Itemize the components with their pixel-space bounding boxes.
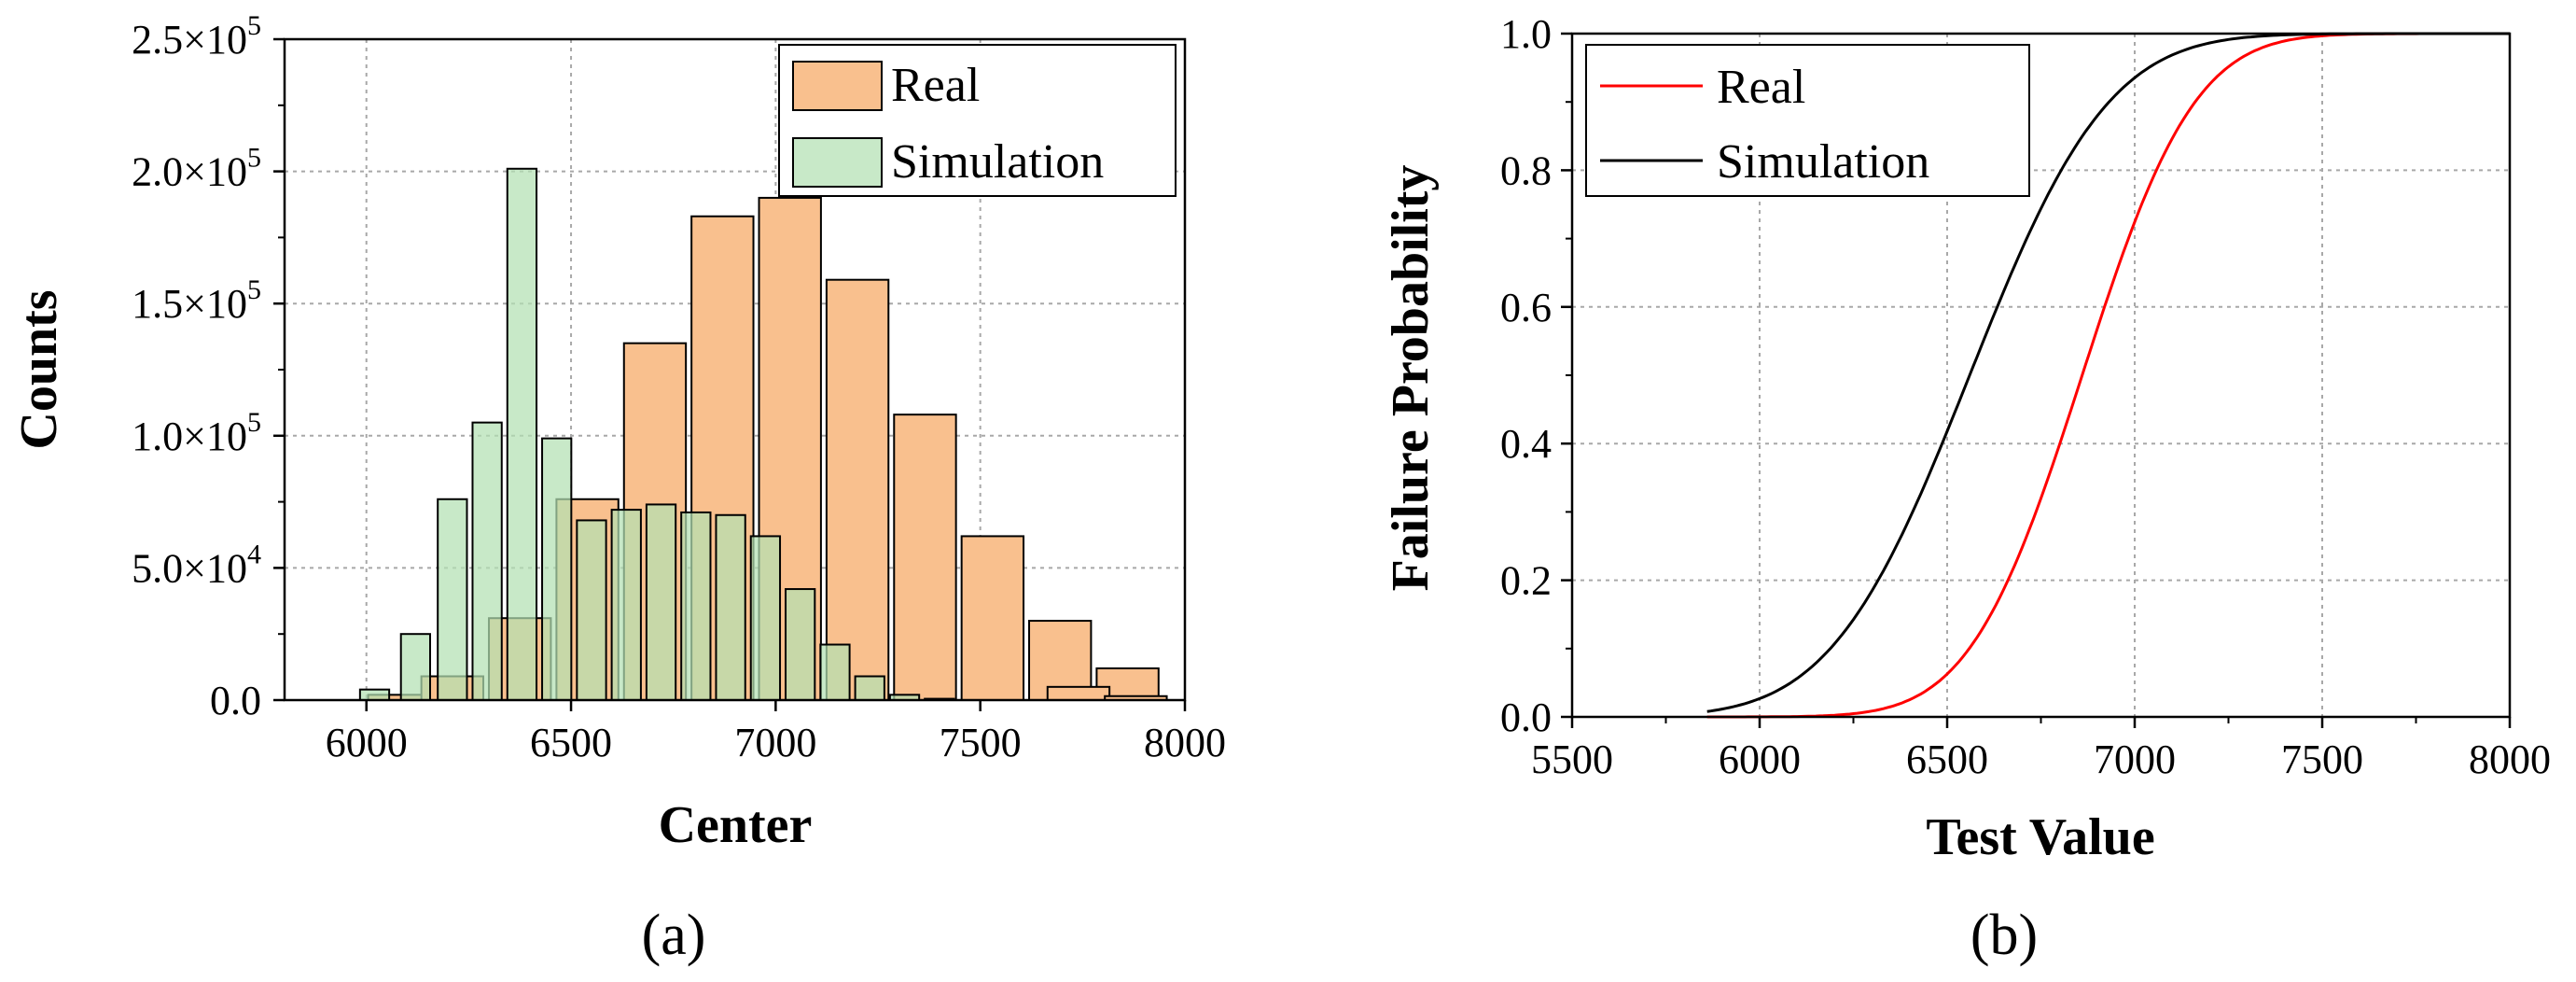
x-tick-label: 5500 bbox=[1531, 736, 1613, 782]
cdf-x-ticks: 5500 6000 6500 7000 7500 8000 bbox=[1531, 717, 2551, 782]
bar-real bbox=[1046, 685, 1111, 702]
x-tick-label: 6000 bbox=[326, 720, 408, 765]
legend-swatch-real bbox=[792, 61, 883, 111]
panel-label-a: (a) bbox=[642, 904, 706, 967]
y-tick-label: 0.0 bbox=[1500, 694, 1552, 740]
cdf-panel: 5500 6000 6500 7000 7500 8000 0.0 0.2 0.4 0.6 0.8… bbox=[1382, 11, 2551, 967]
y-tick-label: 1.5×105 bbox=[132, 274, 261, 327]
x-tick-label: 8000 bbox=[2469, 736, 2551, 782]
histogram-y-ticks: 0.0 5.0×104 1.0×105 1.5×105 2.0×105 2.5×105 bbox=[132, 10, 285, 723]
bar-simulation bbox=[541, 437, 573, 701]
y-tick-label: 2.0×105 bbox=[132, 143, 261, 195]
bar-simulation bbox=[819, 643, 851, 702]
legend-label-real: Real bbox=[891, 59, 980, 112]
bar-simulation bbox=[471, 421, 503, 701]
bar-simulation bbox=[645, 503, 677, 701]
y-tick-label: 0.4 bbox=[1500, 421, 1552, 467]
bar-simulation bbox=[749, 535, 782, 702]
histogram-x-ticks: 6000 6500 7000 7500 8000 bbox=[326, 700, 1226, 765]
y-tick-label: 0.8 bbox=[1500, 147, 1552, 193]
bar-simulation bbox=[785, 588, 816, 702]
legend-label-simulation: Simulation bbox=[891, 135, 1104, 189]
cdf-legend-label-real: Real bbox=[1717, 61, 1805, 114]
cdf-y-ticks: 0.0 0.2 0.4 0.6 0.8 1.0 bbox=[1500, 11, 1572, 740]
y-tick-label: 0.2 bbox=[1500, 558, 1552, 604]
panel-label-b: (b) bbox=[1970, 904, 2038, 967]
y-tick-label: 1.0×105 bbox=[132, 407, 261, 459]
y-tick-label: 5.0×104 bbox=[132, 539, 261, 591]
y-tick-label: 0.6 bbox=[1500, 285, 1552, 330]
x-tick-label: 6500 bbox=[1906, 736, 1988, 782]
bar-simulation bbox=[399, 633, 432, 702]
histogram-bars bbox=[358, 167, 1168, 702]
y-tick-label: 2.5×105 bbox=[132, 10, 261, 63]
legend-swatch-simulation bbox=[792, 137, 883, 188]
histogram-legend: Real Simulation bbox=[778, 44, 1177, 197]
cdf-legend-label-simulation: Simulation bbox=[1717, 135, 1929, 189]
x-tick-label: 7500 bbox=[2281, 736, 2363, 782]
bar-real bbox=[960, 535, 1025, 702]
x-tick-label: 7000 bbox=[2094, 736, 2176, 782]
bar-simulation bbox=[506, 167, 538, 701]
bar-simulation bbox=[715, 513, 746, 702]
y-tick-label: 0.0 bbox=[210, 678, 261, 723]
histogram-x-axis-label: Center bbox=[659, 796, 813, 854]
bar-simulation bbox=[437, 498, 468, 701]
x-tick-label: 7500 bbox=[940, 720, 1022, 765]
bar-simulation bbox=[358, 688, 391, 701]
cdf-x-axis-label: Test Value bbox=[1926, 808, 2154, 866]
x-tick-label: 7000 bbox=[734, 720, 816, 765]
x-tick-label: 8000 bbox=[1144, 720, 1226, 765]
x-tick-label: 6000 bbox=[1719, 736, 1801, 782]
histogram-panel: 6000 6500 7000 7500 8000 0.0 5.0×104 1.0×105 1.… bbox=[10, 10, 1226, 967]
histogram-y-axis-label: Counts bbox=[10, 289, 68, 449]
bar-simulation bbox=[680, 511, 712, 701]
cdf-legend: Real Simulation bbox=[1585, 44, 2030, 197]
bar-simulation bbox=[854, 675, 885, 702]
bar-real bbox=[893, 414, 957, 701]
cdf-legend-box bbox=[1585, 44, 2030, 197]
bar-simulation bbox=[576, 519, 607, 702]
bar-real bbox=[825, 278, 890, 701]
bar-simulation bbox=[610, 509, 642, 702]
x-tick-label: 6500 bbox=[530, 720, 612, 765]
cdf-y-axis-label: Failure Probability bbox=[1382, 165, 1440, 592]
y-tick-label: 1.0 bbox=[1500, 11, 1552, 57]
